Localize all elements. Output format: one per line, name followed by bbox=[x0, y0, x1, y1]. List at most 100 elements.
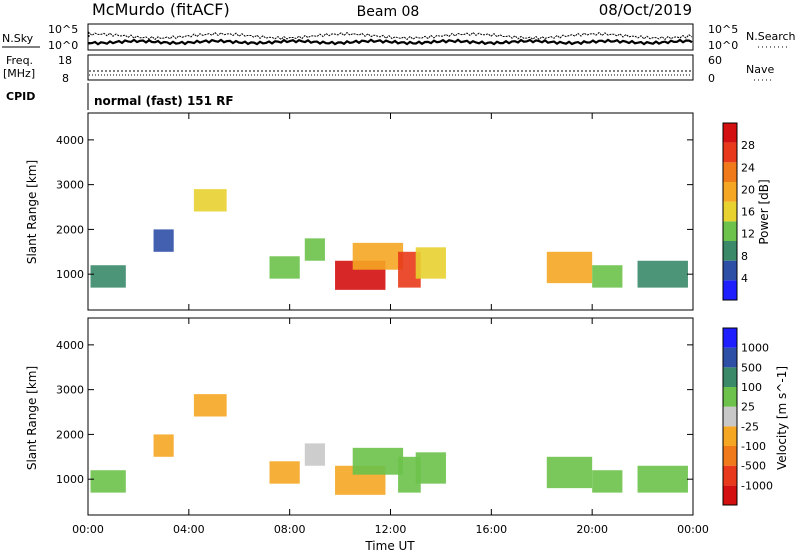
velocity-colorbar-swatch bbox=[723, 446, 737, 466]
velocity-colorbar-label: Velocity [m s^-1] bbox=[775, 366, 789, 470]
noise-traces bbox=[87, 31, 693, 46]
noise-panel-frame bbox=[87, 23, 694, 51]
power-colorbar-swatch bbox=[723, 280, 737, 300]
power-colorbar-tick: 4 bbox=[741, 272, 748, 285]
power-scatter-patch bbox=[415, 247, 446, 279]
velocity-colorbar-swatch bbox=[723, 406, 737, 427]
power-colorbar-tick: 28 bbox=[741, 139, 755, 152]
freq-tick-bottom: 8 bbox=[62, 72, 69, 85]
time-x-ticks: 00:00 04:00 08:00 12:00 16:00 20:00 00:00 bbox=[72, 113, 709, 536]
velocity-colorbar-tick: 25 bbox=[741, 401, 755, 414]
velocity-colorbar-swatch bbox=[723, 387, 737, 407]
velocity-colorbar-tick: 1000 bbox=[741, 342, 769, 355]
time-tick-label: 04:00 bbox=[173, 523, 205, 536]
velocity-colorbar-tick: -1000 bbox=[741, 479, 773, 492]
velocity-scatter-patch bbox=[546, 456, 593, 489]
velocity-scatter-patch bbox=[90, 470, 126, 493]
power-ylabel: Slant Range [km] bbox=[25, 160, 39, 264]
power-ytick-label: 1000 bbox=[56, 268, 84, 281]
velocity-y-ticks: 1000 2000 3000 4000 bbox=[56, 339, 693, 486]
power-scatter-patch bbox=[269, 256, 300, 279]
time-tick-label: 08:00 bbox=[274, 523, 306, 536]
velocity-ytick-label: 1000 bbox=[56, 473, 84, 486]
power-colorbar-tick: 24 bbox=[741, 161, 755, 174]
velocity-scatter-patch bbox=[269, 461, 300, 484]
velocity-scatter-patch bbox=[398, 456, 421, 493]
power-y-ticks: 1000 2000 3000 4000 bbox=[56, 134, 693, 281]
velocity-colorbar-swatch bbox=[723, 465, 737, 486]
power-ytick-label: 3000 bbox=[56, 179, 84, 192]
velocity-colorbar-swatch bbox=[723, 367, 737, 387]
velocity-colorbar-swatch bbox=[723, 328, 737, 348]
time-tick-label: 20:00 bbox=[576, 523, 608, 536]
cpid-label: CPID bbox=[6, 90, 35, 103]
velocity-scatter-patch bbox=[304, 443, 325, 466]
noise-tick-top-left: 10^5 bbox=[48, 23, 78, 36]
power-scatter-patch bbox=[90, 265, 126, 288]
freq-label-1: Freq. bbox=[6, 54, 33, 67]
velocity-scatter-patch bbox=[592, 470, 623, 493]
velocity-ylabel: Slant Range [km] bbox=[25, 366, 39, 470]
power-scatter-patch bbox=[398, 251, 421, 288]
noise-right-label: N.Search bbox=[746, 30, 796, 43]
velocity-colorbar-frame bbox=[722, 327, 738, 506]
nave-tick-bottom: 0 bbox=[708, 72, 715, 85]
power-ytick-label: 4000 bbox=[56, 134, 84, 147]
freq-panel-frame bbox=[87, 54, 694, 81]
velocity-colorbar-tick: 500 bbox=[741, 361, 762, 374]
velocity-scatter-patch bbox=[153, 434, 174, 457]
power-colorbar-swatch bbox=[723, 241, 737, 261]
time-xlabel: Time UT bbox=[364, 539, 415, 553]
noise-left-label: N.Sky bbox=[2, 32, 34, 45]
velocity-scatter-patch bbox=[415, 452, 446, 484]
power-scatter-patch bbox=[637, 260, 688, 288]
power-scatter-patch bbox=[592, 265, 623, 288]
power-colorbar-label: Power [dB] bbox=[757, 179, 771, 244]
noise-tick-bottom-right: 10^0 bbox=[708, 39, 738, 52]
velocity-scatter-patch bbox=[352, 447, 404, 475]
velocity-ytick-label: 4000 bbox=[56, 339, 84, 352]
velocity-scatter-patch bbox=[193, 394, 227, 417]
time-tick-label: 00:00 bbox=[72, 523, 104, 536]
power-colorbar-tick: 16 bbox=[741, 206, 755, 219]
power-scatter-patch bbox=[546, 251, 593, 284]
station-title: McMurdo (fitACF) bbox=[92, 0, 230, 19]
power-colorbar-swatch bbox=[723, 201, 737, 222]
velocity-ytick-label: 2000 bbox=[56, 428, 84, 441]
beam-title: Beam 08 bbox=[357, 4, 420, 20]
power-scatter-patch bbox=[304, 238, 325, 261]
power-colorbar-tick: 8 bbox=[741, 250, 748, 263]
freq-tick-top: 18 bbox=[58, 54, 72, 67]
velocity-panel: 1000 2000 3000 4000 Slant Range [km] 1000 50… bbox=[25, 317, 789, 516]
noise-tick-bottom-left: 10^0 bbox=[48, 39, 78, 52]
power-colorbar: 4 8 12 16 20 24 28 bbox=[722, 122, 755, 301]
velocity-colorbar-swatch bbox=[723, 426, 737, 446]
power-ytick-label: 2000 bbox=[56, 223, 84, 236]
freq-label-2: [MHz] bbox=[3, 67, 35, 80]
power-colorbar-swatch bbox=[723, 162, 737, 182]
nave-tick-top: 60 bbox=[708, 54, 722, 67]
velocity-colorbar-swatch bbox=[723, 347, 737, 368]
power-colorbar-swatch bbox=[723, 260, 737, 281]
power-panel: 1000 2000 3000 4000 Slant Range [km] 4 8 12 16… bbox=[25, 112, 771, 311]
power-colorbar-frame bbox=[722, 122, 738, 301]
power-colorbar-swatch bbox=[723, 123, 737, 143]
velocity-data bbox=[90, 394, 688, 495]
time-tick-label: 16:00 bbox=[475, 523, 507, 536]
nave-label: Nave bbox=[746, 63, 774, 76]
power-data bbox=[90, 189, 688, 290]
time-tick-label: 12:00 bbox=[375, 523, 407, 536]
time-tick-label: 00:00 bbox=[677, 523, 709, 536]
power-scatter-patch bbox=[193, 189, 227, 212]
velocity-colorbar-tick: -25 bbox=[741, 420, 759, 433]
power-scatter-patch bbox=[352, 242, 404, 270]
power-colorbar-tick: 20 bbox=[741, 183, 755, 196]
velocity-scatter-patch bbox=[637, 465, 688, 493]
power-colorbar-swatch bbox=[723, 182, 737, 202]
date-title: 08/Oct/2019 bbox=[599, 1, 692, 19]
velocity-ytick-label: 3000 bbox=[56, 384, 84, 397]
power-colorbar-swatch bbox=[723, 142, 737, 163]
cpid-value: normal (fast) 151 RF bbox=[94, 94, 234, 108]
noise-sky-trace bbox=[87, 38, 693, 46]
